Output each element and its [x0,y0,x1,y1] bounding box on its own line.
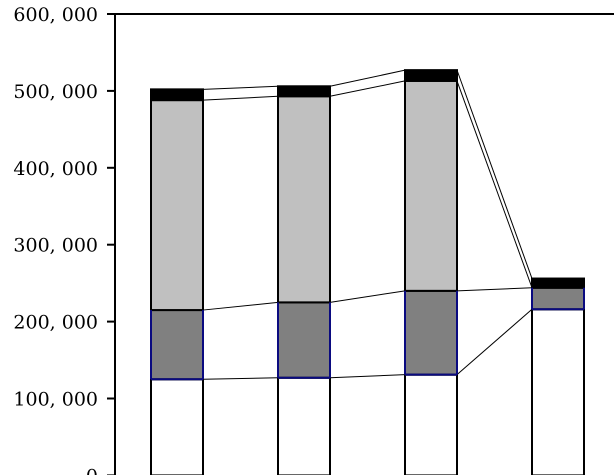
connector-line [456,80,533,288]
y-tick-label: 400, 000 [13,158,98,180]
bar-segment-4 [404,69,458,82]
connector-line [202,85,279,90]
connector-line [329,290,406,303]
bar-segment-3 [404,79,458,292]
bars [150,69,585,475]
bar-segment-1 [531,308,585,475]
connector-lines [202,69,533,380]
y-tick-label: 0 [86,465,98,475]
connector-line [456,287,533,292]
bar-segment-4 [150,88,204,102]
bar-segment-3 [150,99,204,312]
bar-segment-3 [277,95,331,304]
connector-line [202,95,279,101]
y-tick-label: 200, 000 [13,312,98,334]
bar-segment-1 [404,373,458,475]
connector-line [329,374,406,379]
y-tick-labels: 0 100, 000 200, 000 300, 000 400, 000 500, 00… [13,4,115,475]
bar-segment-1 [150,378,204,475]
bar-segment-2 [277,301,331,379]
bar-segment-1 [277,376,331,475]
bar-segment-2 [531,286,585,311]
connector-line [456,308,533,376]
y-tick-label: 100, 000 [13,389,98,411]
connector-line [202,301,279,311]
bar-segment-4 [531,277,585,289]
y-tick-label: 300, 000 [13,235,98,257]
connector-line [329,80,406,97]
bar-segment-2 [404,289,458,376]
connector-line [329,69,406,87]
y-tick-label: 500, 000 [13,81,98,103]
connector-line [202,377,279,380]
bar-segment-2 [150,309,204,381]
bar-segment-4 [277,85,331,98]
y-tick-label: 600, 000 [13,4,98,26]
connector-line [456,69,533,279]
